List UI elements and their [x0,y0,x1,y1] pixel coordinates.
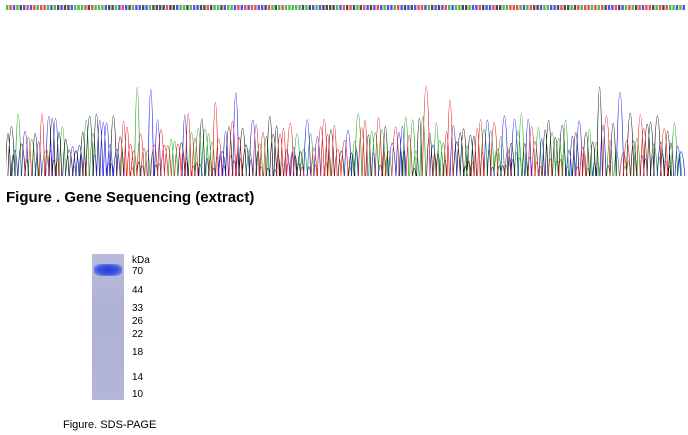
base-call-strip [6,5,685,10]
sequencing-caption: Figure . Gene Sequencing (extract) [6,189,255,206]
marker-label-44: 44 [132,285,144,296]
trace-t [24,85,669,177]
sequencing-chromatogram [6,2,686,178]
marker-label-14: 14 [132,372,144,383]
chromatogram-trace [6,5,686,177]
sds-page-caption: Figure. SDS-PAGE [63,419,157,431]
kda-unit-label: kDa [132,255,150,266]
trace-c [11,88,686,177]
marker-label-10: 10 [132,389,144,400]
marker-label-70: 70 [132,266,144,277]
protein-band [94,264,122,276]
sds-page-gel-lane [92,254,124,400]
marker-label-18: 18 [132,347,144,358]
marker-label-33: 33 [132,303,144,314]
marker-label-26: 26 [132,316,144,327]
marker-label-22: 22 [132,329,144,340]
